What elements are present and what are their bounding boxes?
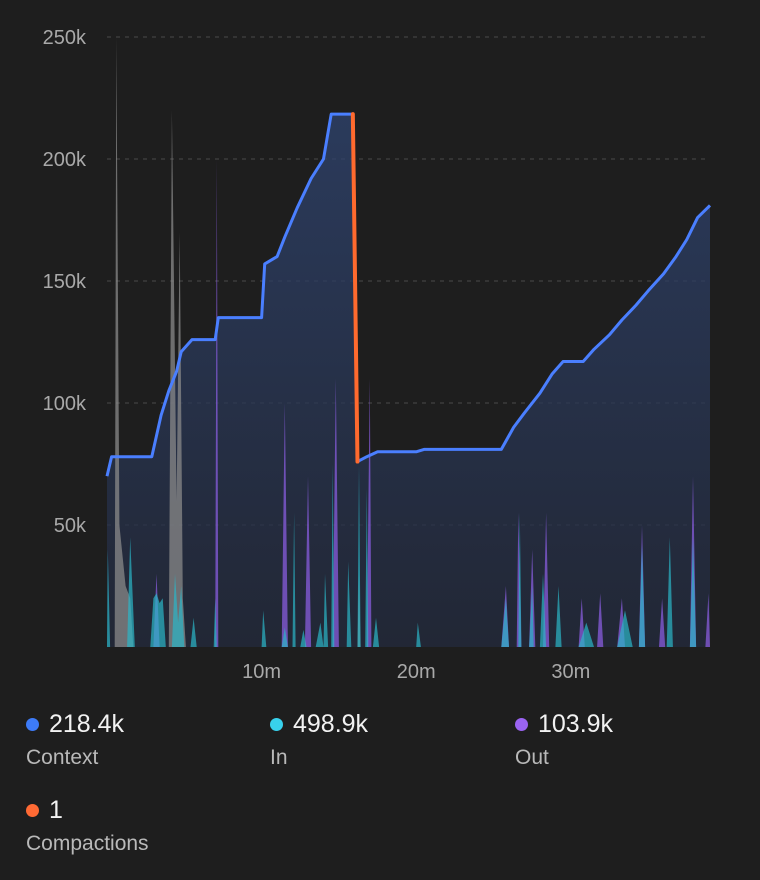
y-tick-labels: 50k 100k 150k 200k 250k (43, 27, 87, 537)
y-tick-label: 100k (43, 393, 87, 415)
y-tick-label: 200k (43, 149, 87, 171)
context-dot-icon (26, 717, 39, 731)
y-tick-label: 150k (43, 271, 87, 293)
out-label: Out (515, 746, 549, 769)
context-value: 218.4k (49, 710, 125, 738)
x-tick-label: 10m (242, 661, 281, 683)
x-tick-label: 30m (551, 661, 590, 683)
compactions-dot-icon (26, 803, 39, 817)
x-tick-labels: 10m 20m 30m (242, 661, 590, 683)
y-tick-label: 250k (43, 27, 87, 49)
legend-item-context: 218.4k Context (26, 708, 124, 772)
x-tick-label: 20m (397, 661, 436, 683)
legend-item-compactions: 1 Compactions (26, 794, 149, 858)
context-area (107, 114, 710, 648)
y-tick-label: 50k (54, 515, 87, 537)
in-value: 498.9k (293, 710, 369, 738)
compaction-line (350, 112, 360, 464)
compactions-value: 1 (49, 796, 63, 824)
context-line (356, 204, 712, 463)
legend-item-in: 498.9k In (270, 708, 368, 772)
in-dot-icon (270, 717, 283, 731)
in-area (107, 464, 710, 647)
compactions-label: Compactions (26, 832, 149, 855)
legend-item-out: 103.9k Out (515, 708, 613, 772)
out-dot-icon (515, 717, 528, 731)
usage-chart: 50k 100k 150k 200k 250k 10m 20m 30m (43, 27, 712, 683)
in-label: In (270, 746, 288, 769)
out-value: 103.9k (538, 710, 614, 738)
series-lines (105, 112, 712, 477)
context-line (105, 112, 352, 477)
series-areas (107, 37, 710, 648)
context-label: Context (26, 746, 99, 769)
